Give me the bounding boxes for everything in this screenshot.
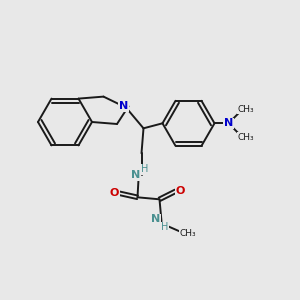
Text: CH₃: CH₃ — [237, 105, 254, 114]
Text: N: N — [119, 101, 128, 111]
Text: N: N — [131, 170, 140, 180]
Text: N: N — [224, 118, 233, 128]
Text: H: H — [141, 164, 148, 174]
Text: O: O — [110, 188, 119, 198]
Text: CH₃: CH₃ — [237, 133, 254, 142]
Text: H: H — [161, 222, 168, 232]
Text: O: O — [176, 186, 185, 196]
Text: CH₃: CH₃ — [179, 229, 196, 238]
Text: N: N — [151, 214, 160, 224]
